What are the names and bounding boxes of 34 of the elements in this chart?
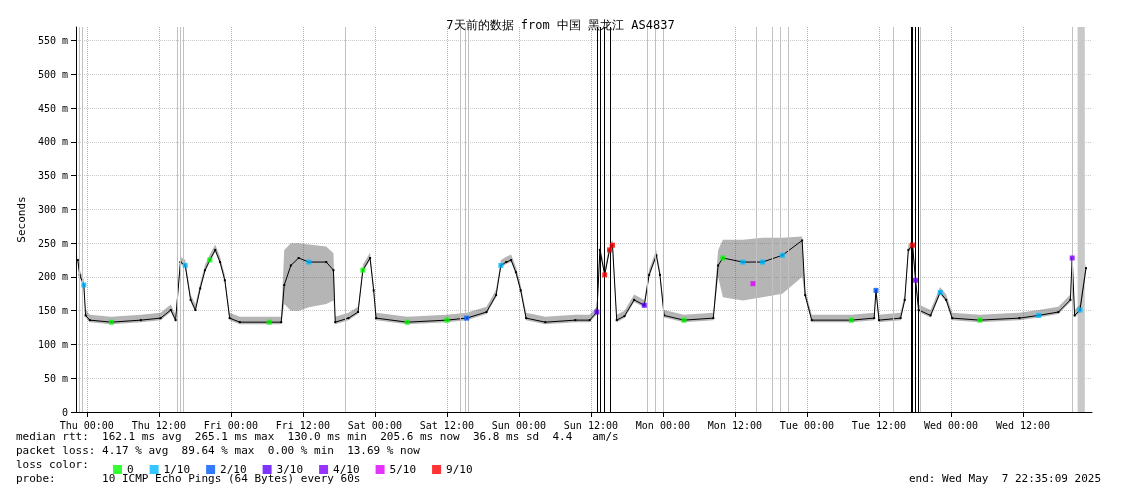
legend-label: 5/10 bbox=[389, 463, 417, 476]
x-tick-label: Thu 12:00 bbox=[131, 419, 186, 431]
y-axis-title: Seconds bbox=[15, 196, 28, 243]
text: median rtt: 162.1 ms avg 265.1 ms max 130.0 ms min 205.6 ms now 36.8 ms sd 4.4 am/s bbox=[16, 430, 619, 443]
x-tick-label: Sat 00:00 bbox=[347, 419, 402, 431]
x-tick-label: Sun 12:00 bbox=[563, 419, 618, 431]
x-tick-label: Sat 12:00 bbox=[419, 419, 474, 431]
text: end: Wed May 7 22:35:09 2025 bbox=[908, 472, 1102, 485]
y-tick-label: 450 m bbox=[37, 102, 68, 114]
y-tick-label: 150 m bbox=[37, 305, 68, 317]
point bbox=[750, 281, 756, 287]
x-tick-label: Mon 00:00 bbox=[635, 419, 691, 431]
y-tick-label: 400 m bbox=[37, 136, 68, 148]
y-tick-label: 200 m bbox=[37, 271, 68, 283]
x-tick-label: Wed 00:00 bbox=[923, 419, 979, 431]
x-tick-label: Thu 00:00 bbox=[59, 419, 114, 431]
y-tick-label: 350 m bbox=[37, 170, 68, 182]
y-tick-label: 50 m bbox=[43, 372, 68, 384]
y-tick-label: 250 m bbox=[37, 237, 68, 249]
x-tick-label: Fri 12:00 bbox=[275, 419, 330, 431]
y-tick-label: 0 bbox=[61, 406, 68, 418]
y-tick-label: 100 m bbox=[37, 338, 68, 350]
x-tick-label: Mon 12:00 bbox=[707, 419, 763, 431]
x-tick-label: Tue 00:00 bbox=[779, 419, 835, 431]
legend-title: loss color: bbox=[16, 458, 89, 471]
x-tick-label: Wed 12:00 bbox=[995, 419, 1051, 431]
y-tick-label: 500 m bbox=[37, 68, 68, 80]
x-tick-label: Sun 00:00 bbox=[491, 419, 546, 431]
x-tick-label: Tue 12:00 bbox=[851, 419, 907, 431]
text: packet loss: 4.17 % avg 89.64 % max 0.00 % min 13.69 % now bbox=[16, 444, 421, 457]
legend-label: 9/10 bbox=[446, 463, 473, 476]
x-tick-label: Fri 00:00 bbox=[203, 419, 258, 431]
y-tick-label: 300 m bbox=[37, 203, 68, 215]
y-tick-label: 550 m bbox=[37, 35, 68, 47]
